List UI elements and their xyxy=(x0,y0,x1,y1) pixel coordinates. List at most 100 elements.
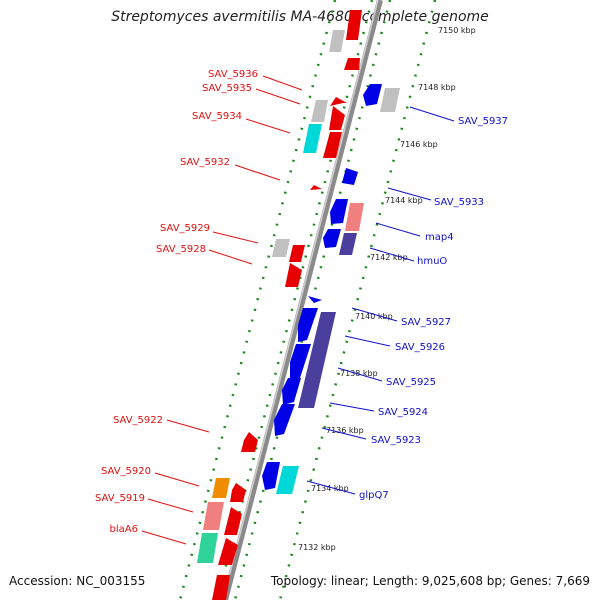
gene-arrow-red xyxy=(241,432,258,452)
leader-line xyxy=(329,402,375,412)
leader-line xyxy=(208,249,253,265)
gene-label[interactable]: SAV_5923 xyxy=(371,435,421,446)
gene-arrow-blue xyxy=(262,462,280,490)
gene-label[interactable]: SAV_5928 xyxy=(156,244,206,255)
leader-line xyxy=(147,498,194,513)
gene-label[interactable]: SAV_5929 xyxy=(160,223,210,234)
gene-arrow-red xyxy=(289,245,305,262)
gene-arrow-pink xyxy=(203,502,224,530)
genome-backbone-highlight xyxy=(222,0,379,600)
leader-line xyxy=(351,307,398,322)
gene-arrow-red xyxy=(224,507,242,535)
gene-arrow-blue xyxy=(330,199,348,224)
leader-line xyxy=(409,106,455,122)
leader-line xyxy=(141,530,187,545)
gene-arrow-grey xyxy=(329,30,345,52)
gene-arrow-blue xyxy=(274,404,295,436)
gene-arrow-grey xyxy=(380,88,400,112)
gene-arrow-grey xyxy=(311,100,328,122)
leader-line xyxy=(321,427,367,440)
gene-arrow-red xyxy=(346,10,362,40)
kbp-label: 7144 kbp xyxy=(385,196,423,205)
leader-line xyxy=(387,187,432,201)
leader-line xyxy=(369,247,415,262)
gene-arrow-cyan xyxy=(276,466,299,494)
gene-arrow-blue xyxy=(282,378,301,405)
accession-text: Accession: NC_003155 xyxy=(9,574,146,588)
leader-line xyxy=(306,480,356,495)
gene-arrow-red xyxy=(344,58,360,70)
gene-arrow-blue xyxy=(298,308,318,342)
gene-label[interactable]: SAV_5933 xyxy=(434,197,484,208)
gene-arrow-blue xyxy=(308,296,322,303)
gene-arrow-blue xyxy=(342,168,358,185)
gene-label[interactable]: SAV_5936 xyxy=(208,69,258,80)
gene-arrow-red xyxy=(285,263,302,287)
gene-label[interactable]: SAV_5924 xyxy=(378,407,428,418)
guide-left-inner xyxy=(215,0,374,600)
kbp-label: 7138 kbp xyxy=(340,369,378,378)
leader-line xyxy=(212,231,259,244)
gene-arrow-blue xyxy=(363,84,382,106)
scale-labels: 7150 kbp 7148 kbp 7146 kbp 7144 kbp 7142… xyxy=(298,26,476,552)
gene-label[interactable]: SAV_5937 xyxy=(458,116,508,127)
kbp-label: 7132 kbp xyxy=(298,543,336,552)
gene-label[interactable]: SAV_5932 xyxy=(180,157,230,168)
gene-label[interactable]: map4 xyxy=(425,232,454,243)
gene-label[interactable]: SAV_5926 xyxy=(395,342,445,353)
genome-backbone xyxy=(222,0,383,600)
gene-arrow-red xyxy=(212,575,230,600)
gene-label[interactable]: blaA6 xyxy=(110,524,138,535)
leader-line xyxy=(245,118,291,134)
gene-label[interactable]: glpQ7 xyxy=(359,490,389,501)
gene-arrow-red xyxy=(323,132,342,158)
gene-arrow-blue xyxy=(323,229,341,248)
guide-right-outer xyxy=(278,0,437,600)
leader-line xyxy=(262,75,303,91)
gene-label[interactable]: SAV_5934 xyxy=(192,111,242,122)
gene-label[interactable]: SAV_5927 xyxy=(401,317,451,328)
gene-label[interactable]: SAV_5925 xyxy=(386,377,436,388)
gene-arrow-orange xyxy=(212,478,230,498)
kbp-label: 7136 kbp xyxy=(326,426,364,435)
forward-strand-genes xyxy=(197,10,362,600)
gene-label[interactable]: SAV_5919 xyxy=(95,493,145,504)
leader-line xyxy=(344,335,391,347)
gene-arrow-cyan xyxy=(303,124,322,153)
map-title: Streptomyces avermitilis MA-4680, comple… xyxy=(111,9,489,25)
guide-left-outer xyxy=(178,0,337,600)
right-labels: SAV_5937 SAV_5933 map4 hmuO SAV_5927 SAV… xyxy=(306,106,508,501)
gene-arrow-red xyxy=(310,185,322,190)
kbp-label: 7148 kbp xyxy=(418,83,456,92)
gene-label[interactable]: hmuO xyxy=(417,256,447,267)
gene-arrow-teal xyxy=(197,533,218,563)
gene-label[interactable]: SAV_5922 xyxy=(113,415,163,426)
kbp-label: 7140 kbp xyxy=(355,312,393,321)
leader-line xyxy=(337,367,383,382)
leader-line xyxy=(166,419,210,433)
gene-arrow-red xyxy=(218,538,238,565)
gene-arrow-red xyxy=(230,483,246,502)
genome-summary-text: Topology: linear; Length: 9,025,608 bp; … xyxy=(270,574,590,588)
gene-arrow-pink xyxy=(345,203,364,231)
kbp-label: 7142 kbp xyxy=(370,253,408,262)
kbp-label: 7134 kbp xyxy=(311,484,349,493)
gene-arrow-red xyxy=(329,106,345,130)
leader-line xyxy=(154,472,200,487)
kbp-label: 7150 kbp xyxy=(438,26,476,35)
gene-label[interactable]: SAV_5920 xyxy=(101,466,151,477)
gene-arrow-purple xyxy=(298,312,336,408)
gene-arrow-red xyxy=(330,97,347,106)
left-labels: SAV_5936 SAV_5935 SAV_5934 SAV_5932 SAV_… xyxy=(95,69,303,545)
gene-arrow-blue xyxy=(290,344,311,380)
gene-label[interactable]: SAV_5935 xyxy=(202,83,252,94)
leader-line xyxy=(255,88,301,105)
gene-arrow-purple xyxy=(339,233,357,255)
gene-arrow-grey xyxy=(272,239,290,257)
leader-line xyxy=(375,222,421,237)
leader-line xyxy=(234,164,281,181)
kbp-label: 7146 kbp xyxy=(400,140,438,149)
reverse-strand-genes xyxy=(262,84,400,494)
